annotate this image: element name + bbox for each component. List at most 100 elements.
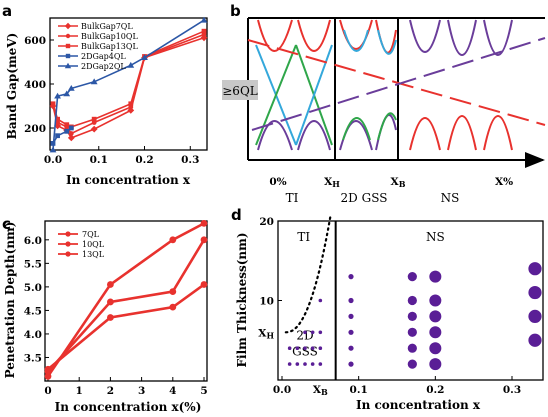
panel-a-data-point bbox=[201, 28, 207, 34]
panel-d-ytick-xh-main: X bbox=[258, 327, 267, 339]
panel-c-legend-marker bbox=[65, 251, 71, 257]
panel-a-legend-text: BulkGap7QL bbox=[81, 22, 133, 31]
panel-a-ylabel: Band Gap(meV) bbox=[5, 33, 19, 140]
panel-a-legend-marker bbox=[65, 33, 71, 39]
panel-c-xtick-label: 1 bbox=[76, 385, 83, 397]
panel-a-xtick-label: 0.2 bbox=[135, 154, 153, 166]
panel-b-label: b bbox=[230, 2, 241, 20]
panel-a-legend-marker bbox=[65, 43, 71, 49]
panel-d-data-point bbox=[318, 330, 323, 335]
panel-a-data-point bbox=[54, 92, 61, 99]
panel-a-legend-text: BulkGap13QL bbox=[81, 42, 138, 51]
panel-b-region-ti: TI bbox=[286, 191, 299, 205]
panel-d-label: d bbox=[231, 206, 242, 224]
panel-d-data-point bbox=[348, 274, 354, 280]
panel-d-xtick-xb-main: X bbox=[313, 384, 322, 396]
panel-a-data-point bbox=[90, 125, 98, 133]
panel-c-ytick-label: 3.5 bbox=[24, 352, 42, 364]
panel-d-data-point bbox=[407, 343, 417, 353]
panel-d-data-point bbox=[295, 346, 300, 351]
panel-d-data-point bbox=[348, 313, 354, 319]
panel-d-data-point bbox=[407, 272, 417, 282]
panel-a-data-point bbox=[50, 101, 56, 107]
panel-a-ticks: 0.0 0.1 0.2 0.3 200 400 600 bbox=[24, 35, 199, 166]
panel-c-series-line bbox=[47, 239, 206, 373]
band-ti-upper-2 bbox=[297, 19, 331, 52]
panel-d-ytick-label: 20 bbox=[259, 216, 274, 228]
band-gss-upper-blue-2 bbox=[377, 29, 397, 55]
panel-d-xtick-label: 0.2 bbox=[426, 384, 444, 396]
panel-d-ytick-xh: XH bbox=[258, 327, 274, 340]
panel-a-xtick-label: 0.1 bbox=[90, 154, 108, 166]
panel-d-data-point bbox=[528, 285, 542, 300]
panel-c-legend-text: 7QL bbox=[82, 230, 100, 239]
panel-a-data-point bbox=[68, 131, 74, 136]
panel-c-xtick-label: 5 bbox=[200, 385, 207, 397]
panel-d-data-point bbox=[318, 362, 323, 366]
panel-c-ylabel: Penetration Depth(nm) bbox=[3, 222, 17, 379]
panel-c-xtick-label: 3 bbox=[138, 385, 145, 397]
panel-d-data-point bbox=[429, 294, 442, 307]
panel-d-xtick-label: 0.3 bbox=[503, 384, 521, 396]
panel-d-ylabel: Film Thickness(nm) bbox=[235, 233, 249, 368]
panel-d-data-point bbox=[528, 333, 542, 347]
panel-c-series-line bbox=[46, 222, 205, 378]
panel-d-region-ti: TI bbox=[297, 230, 310, 244]
panel-d-data-point bbox=[348, 361, 354, 367]
panel-a-legend-text: 2DGap2QL bbox=[81, 62, 126, 71]
panel-c-data-point bbox=[169, 236, 177, 244]
panel-b-tick-xpct: X% bbox=[495, 176, 513, 188]
panel-d-data-point bbox=[310, 362, 315, 366]
panel-c-ytick-label: 6.0 bbox=[24, 235, 42, 247]
panel-a-ytick-label: 400 bbox=[24, 79, 46, 91]
panel-c-xtick-label: 2 bbox=[107, 385, 114, 397]
panel-d-data-point bbox=[407, 359, 417, 369]
band-ti-upper-1 bbox=[257, 19, 293, 52]
panel-d-data-point bbox=[429, 270, 442, 283]
panel-a-data-point bbox=[67, 134, 75, 142]
panel-c-series-line bbox=[47, 283, 205, 371]
panel-d-xtick-label: 0.1 bbox=[350, 384, 368, 396]
panel-d-data-point bbox=[429, 310, 442, 323]
panel-c-xtick-label: 4 bbox=[169, 385, 176, 397]
panel-a-data-point bbox=[63, 90, 71, 97]
panel-d-data-point bbox=[348, 297, 354, 304]
panel-d-data-point bbox=[318, 346, 323, 351]
panel-d-data-point bbox=[528, 309, 542, 323]
panel-c-legend-marker bbox=[65, 241, 71, 247]
panel-d-data-point bbox=[318, 298, 323, 303]
panel-d-region-ns: NS bbox=[426, 230, 445, 244]
panel-a-data-point bbox=[49, 146, 57, 153]
panel-c-data-point bbox=[107, 314, 114, 321]
panel-c-xtick-label: 0 bbox=[44, 385, 51, 397]
panel-b-layer-badge-text: ≥6QL bbox=[222, 84, 258, 98]
panel-c-data-point bbox=[44, 365, 52, 373]
panel-a-label: a bbox=[2, 2, 12, 20]
panel-c-ytick-label: 5.5 bbox=[24, 258, 42, 270]
panel-c-data-point bbox=[200, 236, 208, 244]
panel-a-data-point bbox=[200, 16, 208, 23]
band-ti-surface-green-1 bbox=[255, 44, 297, 146]
panel-d-data-point bbox=[303, 346, 307, 351]
band-ns-lower-2 bbox=[447, 115, 477, 151]
panel-d-data-point bbox=[407, 295, 417, 306]
panel-c-legend-text: 13QL bbox=[82, 250, 105, 259]
panel-a-legend: BulkGap7QLBulkGap10QLBulkGap13QL2DGap4QL… bbox=[58, 22, 138, 71]
panel-c-plot-area bbox=[44, 219, 208, 380]
panel-c-data-point bbox=[169, 303, 177, 311]
panel-c-ytick-label: 4.5 bbox=[24, 305, 42, 317]
band-gss-lower-green-2 bbox=[377, 112, 397, 141]
panel-a-data-point bbox=[127, 107, 135, 114]
band-ns-lower-3 bbox=[483, 115, 513, 151]
panel-b-region-gss: 2D GSS bbox=[341, 191, 388, 205]
panel-b-layer-badge bbox=[222, 80, 258, 100]
panel-c-ytick-label: 4.0 bbox=[24, 329, 42, 341]
band-ns-upper-3 bbox=[483, 19, 513, 56]
panel-c-label: c bbox=[2, 215, 11, 233]
panel-a-data-point bbox=[128, 101, 134, 107]
panel-b: b bbox=[222, 2, 546, 205]
